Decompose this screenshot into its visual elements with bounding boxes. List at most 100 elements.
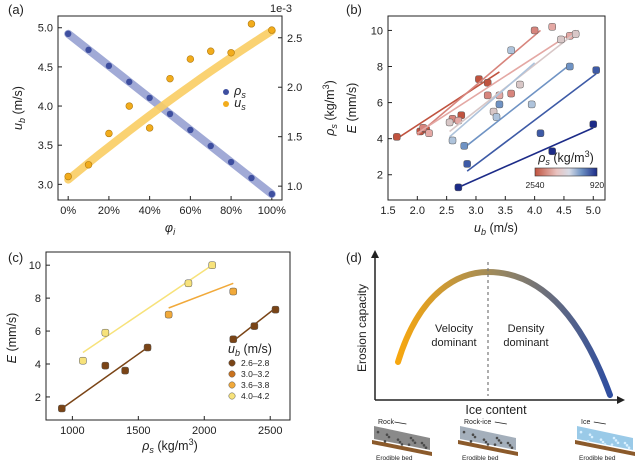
panel-a-velocity-point: [105, 129, 113, 138]
panel-c-legend-marker: [228, 381, 236, 389]
panel-a-density-point: [64, 30, 72, 38]
panel-d-y-arrow: [371, 250, 379, 258]
panel-d-inset: Rock-ice Erodible bed: [458, 419, 518, 462]
panel-d-inset-particle: [506, 441, 510, 445]
panel-c-xtick-label: 1500: [126, 425, 150, 437]
panel-d-inset-particle: [471, 433, 475, 437]
panel-d-inset-particle: [420, 441, 424, 445]
panel-c-point: [143, 343, 152, 352]
panel-c-point: [101, 361, 110, 370]
panel-a-x-axis-label: φi: [165, 221, 176, 237]
panel-c-legend-marker: [228, 359, 236, 367]
panel-a-density-point: [146, 94, 153, 102]
panel-c-point: [58, 404, 66, 413]
panel-label-c: (c): [8, 250, 23, 265]
panel-b-ytick-label: 6: [377, 98, 383, 110]
panel-a-velocity-trend: [64, 26, 276, 184]
panel-c-point: [164, 310, 173, 319]
panel-d-inset-particle: [407, 443, 411, 446]
panel-c-fit-line: [168, 282, 234, 309]
panel-d-region-right-2: dominant: [503, 337, 548, 349]
panel-d-inset-particle: [499, 441, 503, 445]
panel-d-inset-particle: [623, 441, 627, 445]
panel-a-density-point: [105, 62, 113, 70]
panel-d-inset-particle: [411, 439, 415, 442]
panel-d-inset-arrow: [494, 421, 507, 425]
panel-d-x-arrow: [617, 396, 625, 404]
panel-b-xtick-label: 2.5: [439, 205, 454, 217]
panel-c-legend-label: 2.6–2.8: [241, 358, 270, 368]
panel-c-legend-marker: [228, 392, 236, 400]
panel-b-xtick-label: 3.0: [468, 205, 483, 217]
panel-a-y2tick-label: 2.0: [287, 82, 302, 94]
panel-d-inset-particle: [627, 446, 631, 450]
panel-b-point: [566, 62, 574, 71]
panel-d-inset-particle: [385, 433, 389, 437]
panel-c-point: [208, 261, 216, 269]
panel-b-y-axis-label: E (mm/s): [345, 83, 359, 134]
panel-c-point: [101, 328, 110, 337]
panel-a-velocity-point: [64, 172, 72, 181]
panel-d-inset-particle: [462, 430, 466, 434]
panel-c-point: [121, 366, 129, 375]
panel-d-region-left-2: dominant: [431, 337, 476, 349]
panel-d-inset-particle: [497, 439, 501, 442]
panel-c-point: [79, 356, 87, 365]
panel-a-y2tick-label: 1.0: [287, 181, 302, 193]
panel-b-point: [507, 46, 515, 55]
panel-d-inset-particle: [484, 440, 488, 444]
panel-label-b: (b): [346, 2, 362, 17]
panel-a-velocity-point: [145, 124, 154, 132]
panel-d-inset-arrow: [394, 421, 407, 425]
panel-d-inset-particle: [473, 435, 477, 439]
panel-d-inset-flow-label: Ice: [581, 419, 590, 426]
panel-b-ytick-label: 4: [377, 134, 383, 146]
panel-b-fit-line: [416, 29, 577, 134]
panel-c-ytick-label: 8: [35, 293, 41, 305]
panel-d-inset-particle: [387, 435, 391, 439]
panel-c-point: [229, 287, 238, 296]
panel-a-y2tick-label: 2.5: [287, 33, 302, 45]
panel-b-colorbar: [534, 167, 598, 177]
panel-b-point: [483, 78, 492, 87]
panel-d-erosion-curve: [395, 268, 613, 398]
panel-d-inset-bed: [575, 440, 635, 456]
panel-d-inset-particle: [614, 439, 618, 442]
panel-d-y-axis-label: Erosion capacity: [355, 284, 369, 372]
panel-c-point: [184, 279, 193, 288]
panel-a-velocity-point: [247, 20, 256, 28]
panel-d-inset-particle: [424, 446, 428, 450]
panel-a-xtick-label: 20%: [98, 205, 120, 217]
panel-a-y2-multiplier: 1e-3: [270, 3, 292, 15]
panel-c-point: [229, 335, 238, 344]
panel-b-point: [536, 129, 545, 138]
panel-b-xtick-label: 1.5: [380, 205, 395, 217]
panel-d-x-axis-label: Ice content: [465, 403, 527, 417]
panel-d-inset-particle: [376, 430, 380, 434]
panel-c-legend-label: 3.0–3.2: [241, 369, 270, 379]
panel-b-ytick-label: 8: [377, 62, 383, 74]
panel-d: (d) Velocity dominant Density dominant Erosio…: [346, 250, 635, 462]
panel-d-inset-particle: [396, 438, 400, 441]
panel-a-density-point: [187, 126, 194, 134]
panel-b-point: [460, 142, 468, 150]
panel-b-ytick-label: 10: [371, 25, 383, 37]
panel-c-legend-title: ub (m/s): [228, 342, 272, 358]
panel-c-fit-line: [82, 264, 213, 354]
panel-d-inset-particle: [486, 443, 490, 446]
panel-c-ytick-label: 10: [29, 260, 41, 272]
panel-b-fit-line: [396, 71, 500, 140]
panel-b-fit-line: [463, 64, 571, 149]
panel-b-point: [548, 23, 556, 31]
panel-d-inset-particle: [469, 440, 473, 443]
panel-c-legend-marker: [228, 370, 236, 378]
panel-b-xtick-label: 5.0: [586, 205, 601, 217]
panel-label-d: (d): [346, 250, 362, 265]
panel-a-ytick-label: 4.5: [38, 62, 53, 74]
panel-a-legend-velocity: us: [234, 96, 246, 112]
panel-b-point: [463, 160, 471, 168]
panel-a-density-point: [126, 78, 133, 86]
panel-b: (b) 1.5 2.0 2.5 3.0 3.5 4.0 4.5 5.0 2 4 6 8 10 2540 920…: [345, 2, 606, 237]
panel-a-legend-marker-velocity: [223, 101, 229, 107]
panel-c-fit-line: [61, 346, 148, 410]
